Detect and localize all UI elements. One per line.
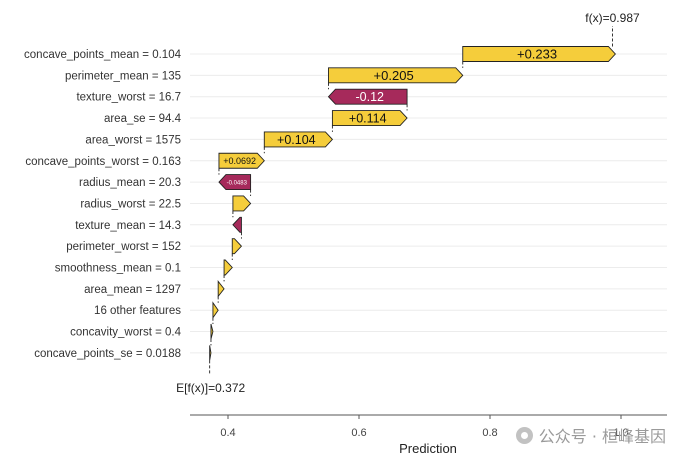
feature-label: smoothness_mean = 0.1 [55,263,181,275]
feature-label: texture_worst = 16.7 [76,92,181,104]
x-tick-label: 0.6 [351,427,366,439]
feature-label: radius_mean = 20.3 [79,177,181,189]
bar-positive [328,67,464,84]
bar-positive [217,280,225,298]
feature-label: concave_points_mean = 0.104 [24,49,182,61]
bar-value-label: -0.0483 [227,180,248,186]
x-tick-label: 0.8 [482,427,497,439]
feature-label: texture_mean = 14.3 [75,220,181,232]
wechat-logo-icon [515,426,533,444]
bar-value-label: +0.233 [517,47,557,62]
bar-positive [462,46,616,62]
bar-value-label: -0.12 [356,90,385,104]
base-value-label: E[f(x)]=0.372 [176,381,245,395]
feature-labels: concave_points_mean = 0.104 perimeter_mea… [24,49,182,360]
gridlines [190,53,667,354]
feature-label: concave_points_worst = 0.163 [25,156,181,168]
bar-positive [218,152,265,169]
annotations: E[f(x)]=0.372 f(x)=0.987 [176,11,640,395]
feature-label: perimeter_mean = 135 [65,70,181,82]
watermark: 公众号 · 桓峰基因 [515,423,666,447]
bar-negative [327,88,408,105]
feature-label: radius_worst = 22.5 [80,198,181,210]
final-value-label: f(x)=0.987 [585,11,640,25]
bar-positive [223,259,233,276]
bar-value-label: +0.114 [349,112,387,126]
bar-value-label: +0.0692 [223,156,256,166]
watermark-text: 公众号 · 桓峰基因 [538,427,666,446]
feature-label: concavity_worst = 0.4 [70,327,182,339]
x-axis: 0.4 0.6 0.8 1.0 Prediction [190,414,667,456]
bars: +0.233 +0.205 -0.12 +0.114 +0.104 +0.0692 -0.0… [209,46,616,361]
connectors [209,26,613,375]
bar-value-label: +0.205 [374,68,414,83]
bar-value-label: +0.104 [277,133,316,147]
feature-label: 16 other features [94,305,181,317]
feature-label: concave_points_se = 0.0188 [34,348,181,360]
bar-positive [210,323,214,340]
bar-negative [232,216,242,233]
bar-positive [331,110,408,127]
bar-positive [263,131,334,148]
feature-label: area_se = 94.4 [104,113,182,125]
bar-positive [209,345,212,361]
feature-label: area_worst = 1575 [85,134,181,146]
bar-positive [212,301,219,320]
bar-positive [231,238,243,255]
feature-label: perimeter_worst = 152 [66,241,181,253]
feature-label: area_mean = 1297 [84,284,181,296]
x-axis-title: Prediction [399,441,457,456]
x-tick-label: 1.0 [613,427,628,439]
x-tick-label: 0.4 [220,427,235,439]
bar-negative [218,174,252,191]
bar-positive [232,195,252,212]
